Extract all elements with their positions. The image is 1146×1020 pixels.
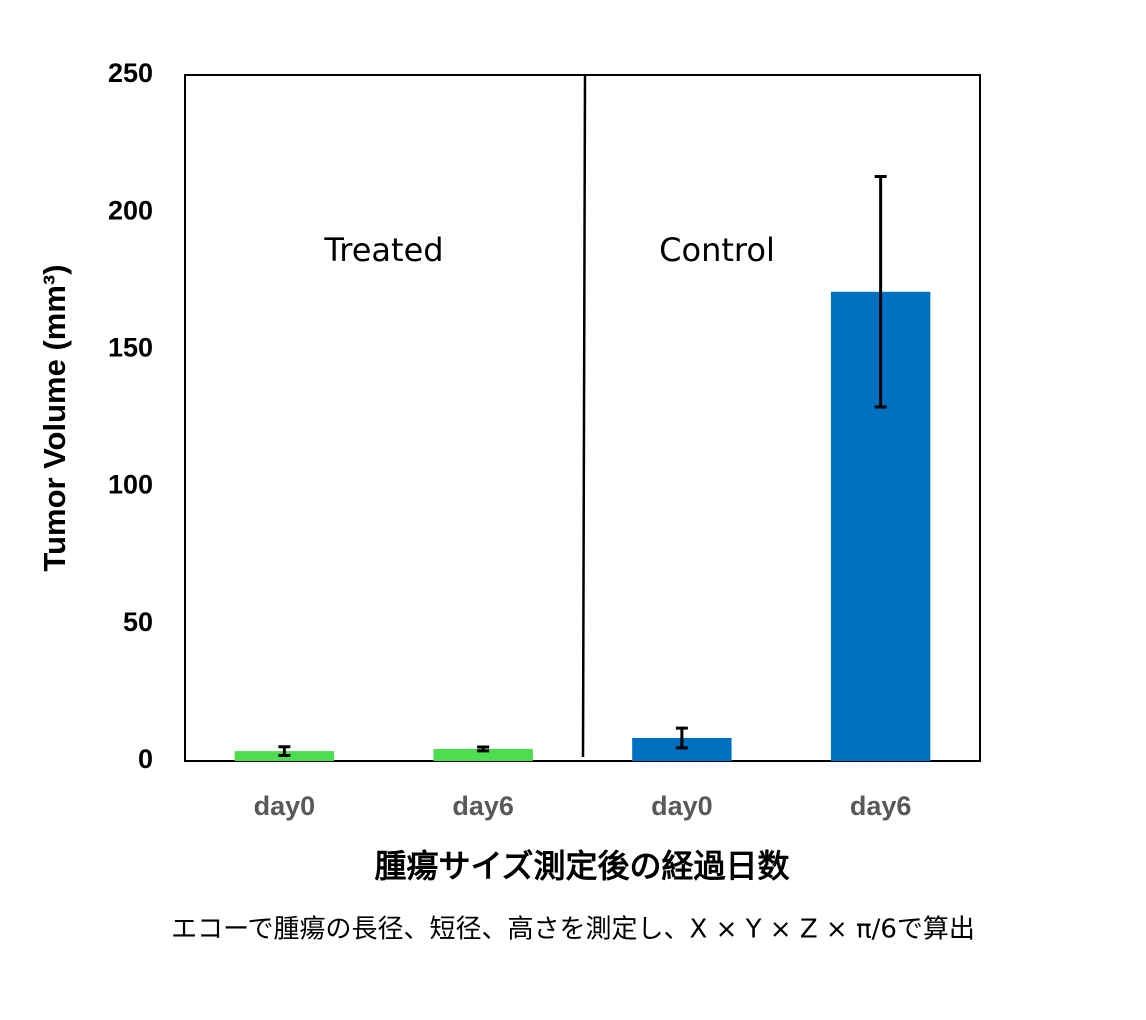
bar (632, 737, 732, 761)
error-bar (874, 175, 887, 409)
group-label: Treated (323, 231, 443, 269)
error-bar (675, 726, 688, 750)
bar (433, 748, 533, 761)
group-divider (581, 74, 587, 758)
error-bar (477, 745, 490, 753)
group-label: Control (659, 231, 775, 269)
y-tick-label: 50 (123, 607, 153, 637)
plot-frame (184, 74, 981, 762)
x-axis-title: 腫瘍サイズ測定後の経過日数 (374, 847, 790, 885)
y-axis-title: Tumor Volume (mm³) (37, 264, 72, 571)
x-tick-label: day6 (850, 791, 912, 821)
y-tick-label: 200 (108, 195, 153, 225)
error-bar (278, 745, 291, 758)
footnote: エコーで腫瘍の長径、短径、高さを測定し、X × Y × Z × π/6で算出 (171, 915, 975, 945)
x-tick-label: day0 (651, 791, 713, 821)
y-tick-label: 250 (108, 58, 153, 88)
x-tick-label: day0 (254, 791, 316, 821)
y-tick-label: 100 (108, 470, 153, 500)
x-tick-label: day6 (452, 791, 514, 821)
y-tick-label: 0 (138, 744, 153, 774)
y-tick-label: 150 (108, 333, 153, 363)
